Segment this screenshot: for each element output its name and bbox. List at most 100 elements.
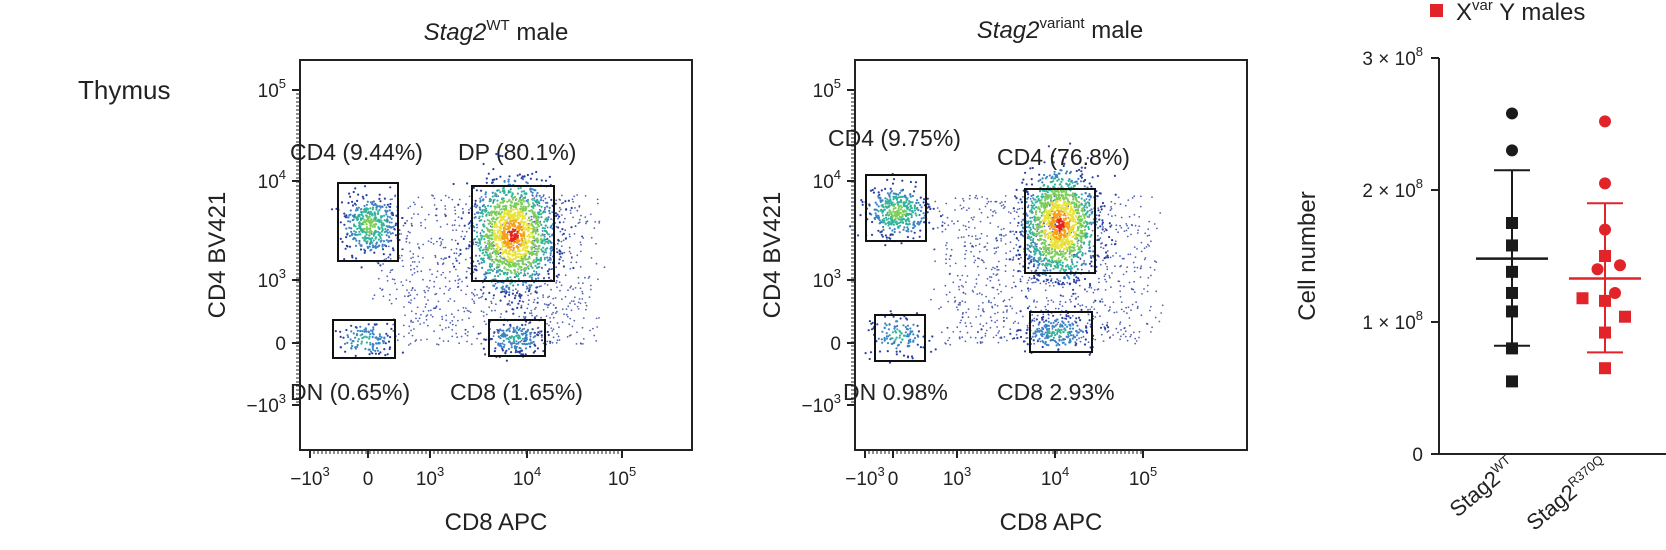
event-dot <box>1078 284 1081 287</box>
event-dot <box>1120 227 1123 229</box>
event-dot <box>440 257 443 260</box>
legend-marker <box>1430 4 1443 17</box>
event-dot <box>892 223 896 226</box>
flow-plot-wt: Stag2WT male CD4 (9.44%) DP (80.1%)DN (0.… <box>204 17 693 536</box>
event-dot <box>508 330 511 333</box>
x-tick-label: 104 <box>513 464 541 490</box>
event-dot <box>884 197 887 200</box>
event-dot <box>433 204 436 206</box>
event-dot <box>478 217 480 220</box>
event-dot <box>524 238 527 241</box>
event-dot <box>433 197 436 200</box>
event-dot <box>362 197 365 200</box>
event-dot <box>1002 311 1005 314</box>
event-dot <box>483 238 486 241</box>
event-dot <box>1140 265 1143 267</box>
event-dot <box>468 227 471 230</box>
event-dot <box>565 313 568 316</box>
event-dot <box>491 223 494 226</box>
event-dot <box>996 265 998 268</box>
event-dot <box>529 227 532 230</box>
event-dot <box>879 199 882 202</box>
event-dot <box>522 175 526 178</box>
event-dot <box>520 269 523 271</box>
event-dot <box>1056 278 1059 281</box>
event-dot <box>366 216 369 219</box>
event-dot <box>909 205 912 208</box>
event-dot <box>435 208 438 211</box>
event-dot <box>410 289 413 292</box>
event-dot <box>525 249 529 252</box>
event-dot <box>519 209 522 213</box>
event-dot <box>418 317 421 320</box>
event-dot <box>406 219 408 222</box>
event-dot <box>998 234 1001 236</box>
event-dot <box>521 239 524 242</box>
event-dot <box>427 213 430 216</box>
event-dot <box>531 211 534 214</box>
event-dot <box>889 233 892 237</box>
event-dot <box>1108 276 1111 279</box>
event-dot <box>391 232 394 235</box>
event-dot <box>417 255 420 258</box>
event-dot <box>391 247 395 250</box>
event-dot <box>533 273 537 276</box>
event-dot <box>526 287 529 290</box>
event-dot <box>974 196 977 199</box>
event-dot <box>511 260 515 263</box>
event-dot <box>580 250 582 253</box>
event-dot <box>501 349 504 352</box>
event-dot <box>1110 243 1113 246</box>
event-dot <box>533 199 536 202</box>
event-dot <box>411 261 414 263</box>
event-dot <box>528 275 531 278</box>
event-dot <box>496 199 499 202</box>
event-dot <box>548 268 551 271</box>
event-dot <box>521 209 524 212</box>
event-dot <box>509 220 512 223</box>
event-dot <box>522 316 525 318</box>
event-dot <box>417 196 420 199</box>
event-dot <box>938 210 941 213</box>
event-dot <box>523 311 526 314</box>
event-dot <box>558 339 561 341</box>
event-dot <box>524 221 527 224</box>
event-dot <box>1138 336 1140 339</box>
event-dot <box>1111 272 1113 274</box>
gate-box-dn <box>332 319 396 359</box>
event-dot <box>1119 290 1121 293</box>
event-dot <box>543 303 546 305</box>
event-dot <box>919 221 922 224</box>
event-dot <box>490 337 493 341</box>
event-dot <box>521 255 524 258</box>
event-dot <box>456 336 459 339</box>
event-dot <box>362 336 365 339</box>
event-dot <box>441 315 443 318</box>
event-dot <box>993 210 996 212</box>
event-dot <box>549 241 552 244</box>
event-dot <box>479 232 482 235</box>
event-dot <box>355 239 358 242</box>
event-dot <box>363 210 366 213</box>
event-dot <box>1150 331 1152 333</box>
event-dot <box>517 268 520 271</box>
event-dot <box>1158 320 1161 323</box>
event-dot <box>995 247 998 250</box>
event-dot <box>1026 297 1029 300</box>
event-dot <box>485 177 488 180</box>
event-dot <box>410 217 413 220</box>
event-dot <box>889 200 892 203</box>
event-dot <box>1012 256 1015 259</box>
event-dot <box>487 204 490 207</box>
event-dot <box>480 246 483 249</box>
event-dot <box>407 230 410 233</box>
event-dot <box>519 256 522 259</box>
event-dot <box>536 347 540 350</box>
event-dot <box>405 238 408 240</box>
event-dot <box>960 319 962 322</box>
event-dot <box>361 333 364 336</box>
event-dot <box>501 211 504 214</box>
event-dot <box>995 237 997 240</box>
event-dot <box>535 254 538 257</box>
event-dot <box>484 193 487 196</box>
